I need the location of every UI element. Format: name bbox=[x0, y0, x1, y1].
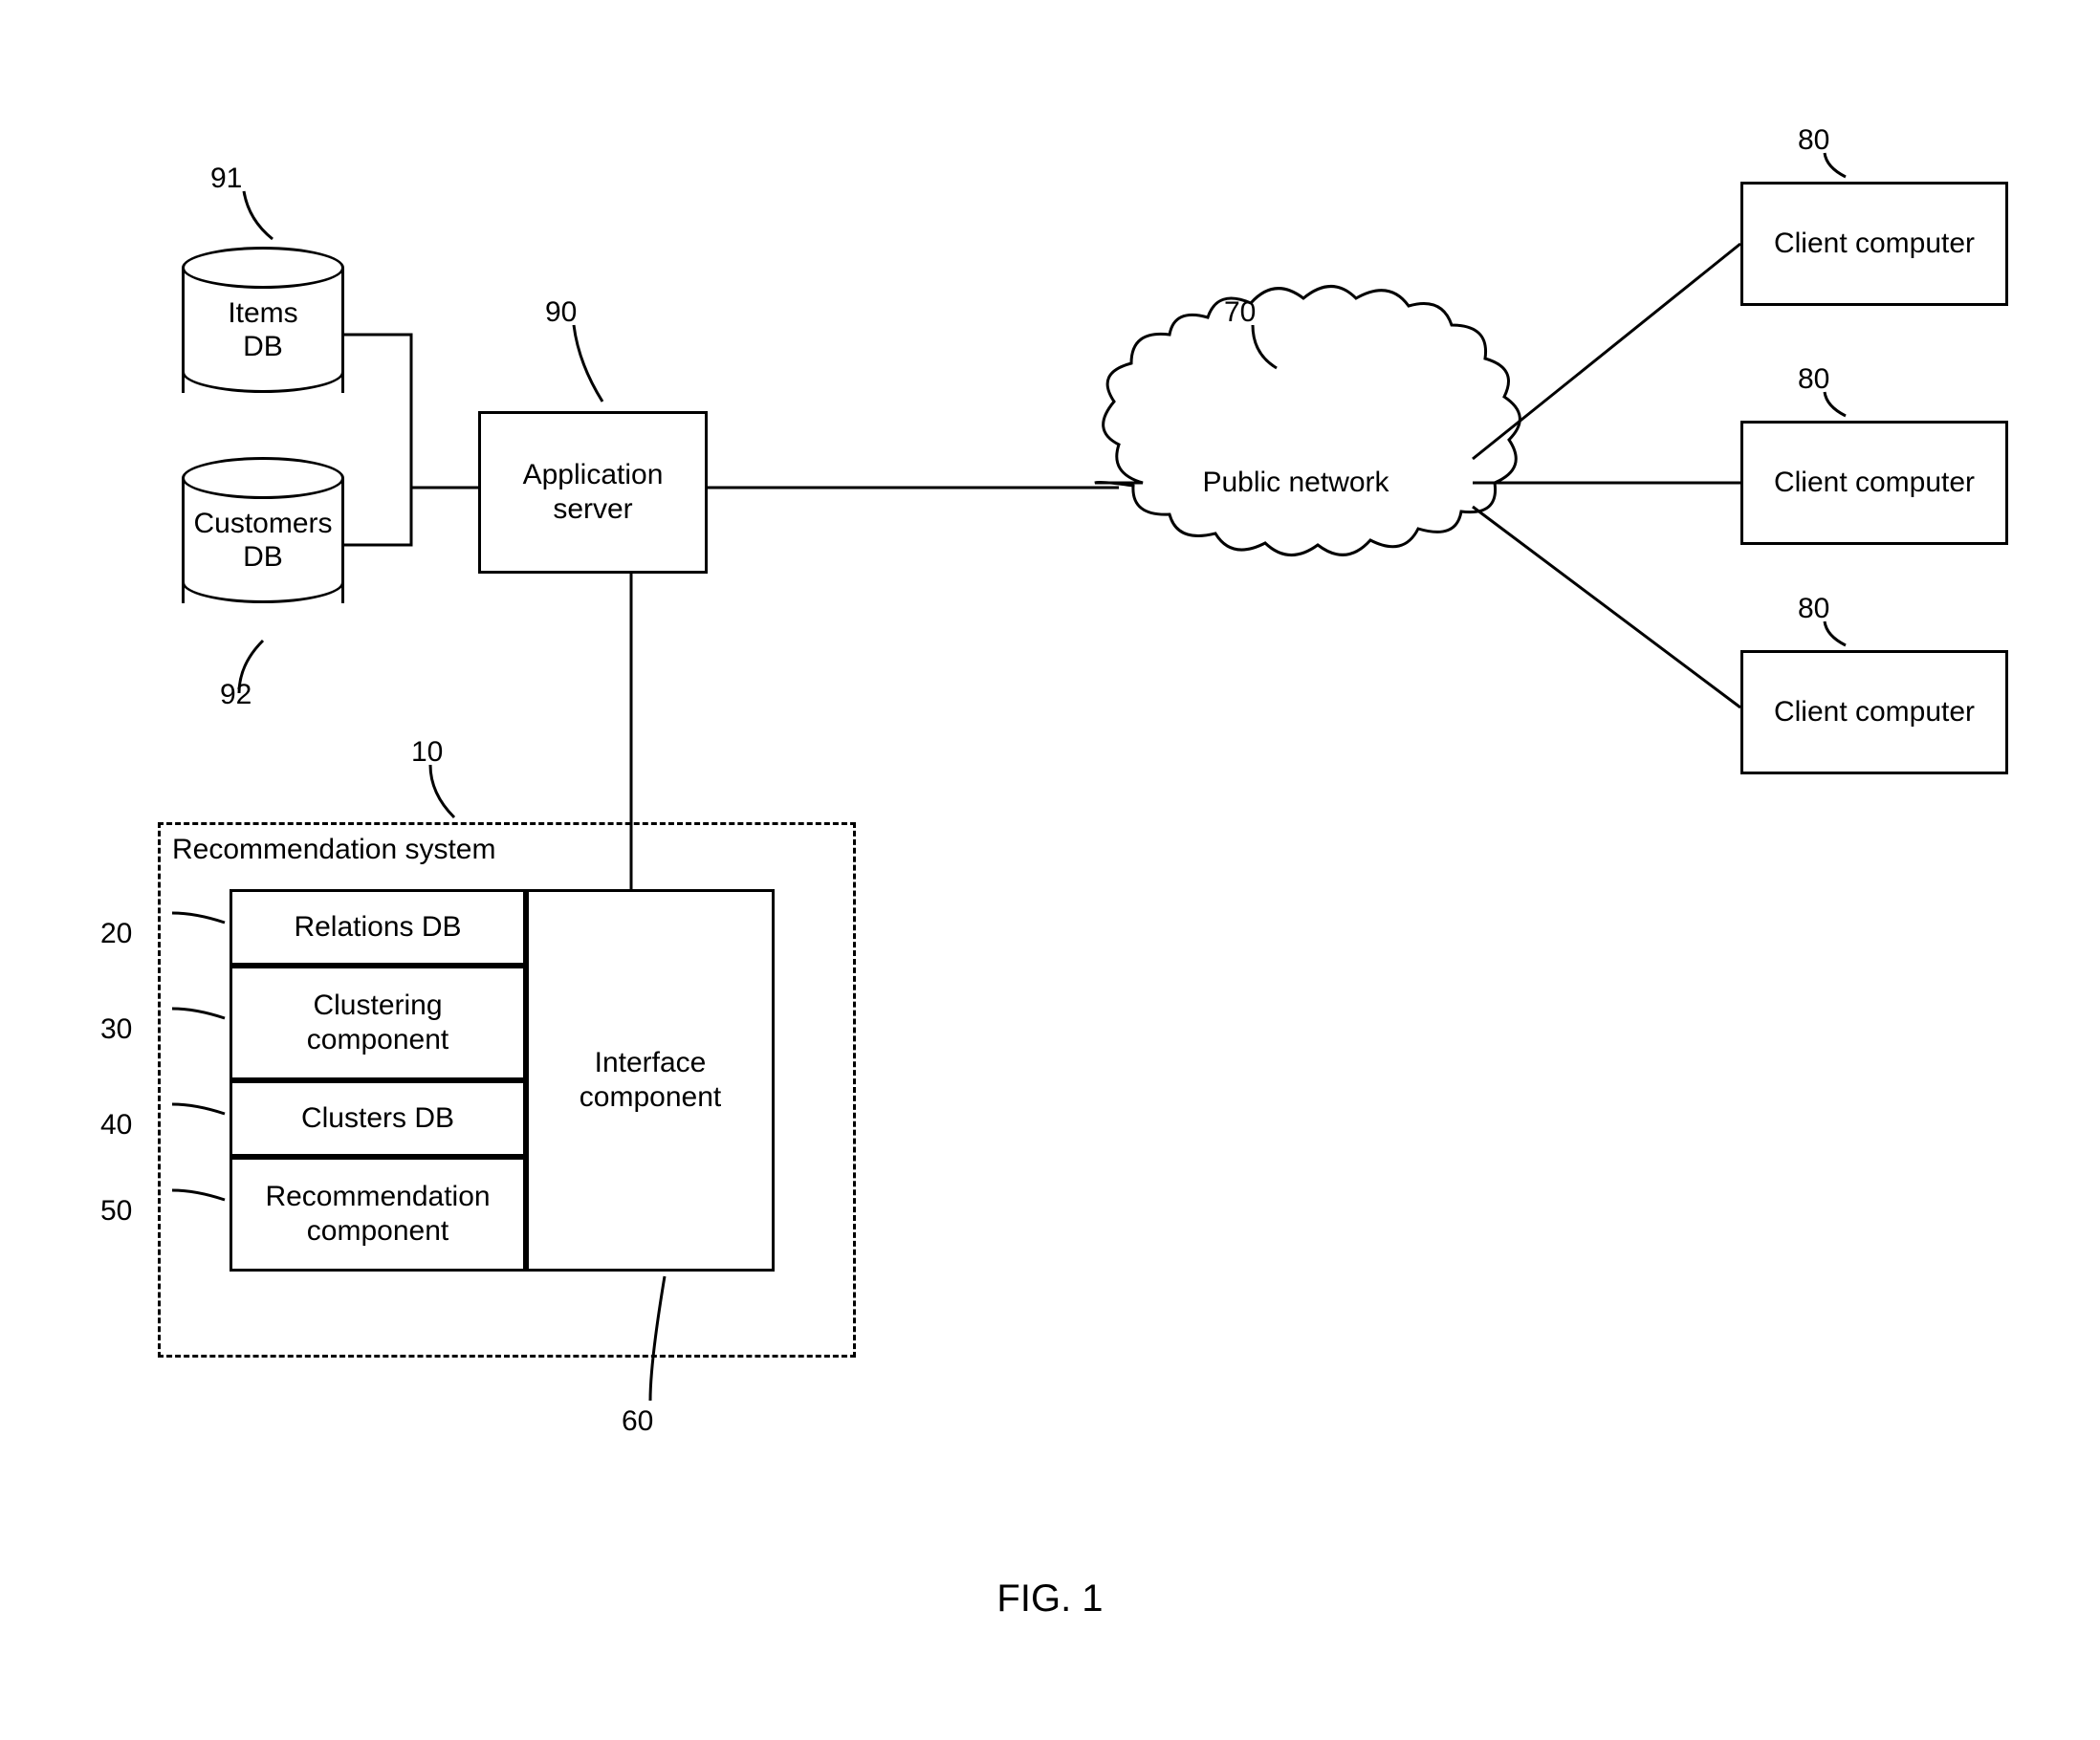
recommendation-component-box: Recommendation component bbox=[230, 1157, 526, 1272]
items-db-label: Items DB bbox=[228, 297, 297, 363]
leader-10 bbox=[430, 765, 454, 817]
ref-label-92: 92 bbox=[220, 679, 252, 711]
application-server-label: Application server bbox=[523, 458, 664, 527]
ref-label-50: 50 bbox=[100, 1195, 132, 1228]
client-computer-2-box: Client computer bbox=[1740, 421, 2008, 545]
leader-90 bbox=[574, 325, 602, 402]
ref-label-91: 91 bbox=[210, 163, 242, 195]
ref-label-80-1: 80 bbox=[1798, 124, 1829, 157]
interface-component-label: Interface component bbox=[580, 1046, 721, 1115]
interface-component-box: Interface component bbox=[526, 889, 775, 1272]
ref-label-90: 90 bbox=[545, 296, 577, 329]
leader-91 bbox=[244, 191, 273, 239]
diagram-canvas: Items DB Customers DB Application server… bbox=[0, 0, 2100, 1740]
ref-label-20: 20 bbox=[100, 918, 132, 950]
ref-label-30: 30 bbox=[100, 1013, 132, 1046]
clustering-component-label: Clustering component bbox=[307, 989, 448, 1057]
recommendation-component-label: Recommendation component bbox=[265, 1180, 490, 1249]
relations-db-label: Relations DB bbox=[294, 910, 461, 945]
ref-label-40: 40 bbox=[100, 1109, 132, 1142]
client-computer-1-box: Client computer bbox=[1740, 182, 2008, 306]
application-server-box: Application server bbox=[478, 411, 708, 574]
client-computer-3-label: Client computer bbox=[1774, 695, 1975, 729]
items-db-cylinder: Items DB bbox=[182, 247, 344, 414]
client-computer-1-label: Client computer bbox=[1774, 227, 1975, 261]
relations-db-box: Relations DB bbox=[230, 889, 526, 966]
customers-db-label: Customers DB bbox=[193, 508, 332, 574]
ref-label-80-3: 80 bbox=[1798, 593, 1829, 625]
figure-caption: FIG. 1 bbox=[0, 1577, 2100, 1620]
ref-label-70: 70 bbox=[1224, 296, 1256, 329]
clustering-component-box: Clustering component bbox=[230, 966, 526, 1080]
ref-label-60: 60 bbox=[622, 1405, 653, 1438]
customers-db-cylinder: Customers DB bbox=[182, 457, 344, 624]
clusters-db-box: Clusters DB bbox=[230, 1080, 526, 1157]
edge-public_network-to-client1 bbox=[1473, 244, 1740, 459]
recommendation-system-label: Recommendation system bbox=[172, 833, 495, 867]
public-network-label: Public network bbox=[1119, 373, 1473, 593]
edge-public_network-to-client3 bbox=[1473, 507, 1740, 707]
edge-items_db-to-app_server bbox=[344, 335, 478, 488]
ref-label-10: 10 bbox=[411, 736, 443, 769]
ref-label-80-2: 80 bbox=[1798, 363, 1829, 396]
client-computer-3-box: Client computer bbox=[1740, 650, 2008, 774]
client-computer-2-label: Client computer bbox=[1774, 466, 1975, 500]
clusters-db-label: Clusters DB bbox=[301, 1101, 454, 1136]
edge-customers_db-to-app_server bbox=[344, 488, 478, 545]
